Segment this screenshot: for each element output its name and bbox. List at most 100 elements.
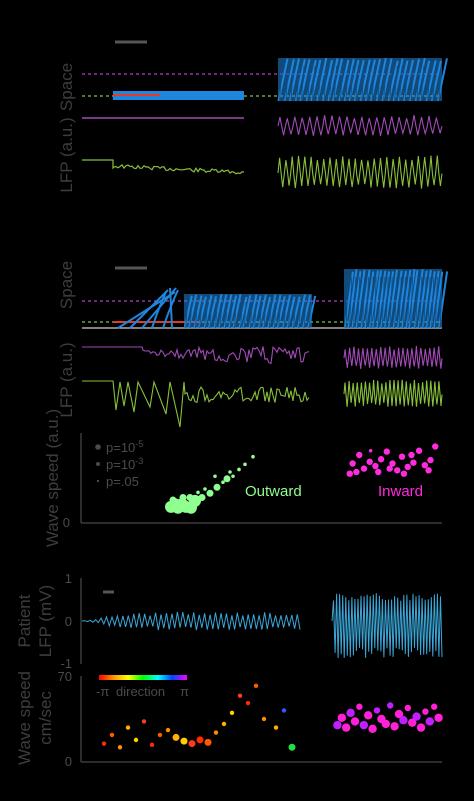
wave-front-shadow — [279, 65, 283, 102]
inward-point — [377, 456, 385, 463]
wave-front-shadow — [250, 301, 253, 329]
inward-label: Inward — [378, 483, 423, 500]
wave-front-shadow — [333, 65, 338, 102]
legend-marker-medium — [96, 462, 100, 466]
inward-point — [432, 443, 439, 450]
wave-front-shadow — [373, 276, 377, 329]
inward-point — [398, 453, 406, 460]
wave-front-shadow — [349, 276, 353, 329]
patient-pre-point — [273, 725, 279, 730]
patient-lfp-ytick-0: 0 — [65, 614, 72, 629]
wave-front-shadow — [410, 276, 414, 329]
wave-front-shadow — [283, 301, 287, 329]
wave-front-shadow — [185, 301, 188, 329]
legend-text-small: p=.05 — [106, 474, 139, 489]
patient-pre-point — [180, 737, 188, 745]
patient-lfp-panel: Patient LFP (mV) 1 0 -1 — [15, 571, 443, 671]
direction-left-label: -π — [96, 684, 109, 699]
patient-post-point — [337, 713, 346, 722]
patient-post-point — [364, 711, 373, 720]
patient-speed-ylabel-1: Wave speed — [15, 671, 34, 765]
wave-speed-ylabel-text: Wave speed (a.u.) — [43, 409, 62, 547]
inward-point — [421, 462, 428, 469]
wave-front-shadow — [399, 65, 403, 102]
space-label-1: Space — [57, 63, 76, 111]
wave-speed-ytick-zero: 0 — [63, 515, 70, 530]
patient-post-point — [394, 709, 404, 719]
wave-front-shadow — [398, 276, 402, 329]
space-label-2: Space — [57, 261, 76, 309]
wave-front-shadow — [404, 65, 408, 102]
wave-speed-ylabel: Wave speed (a.u.) — [43, 409, 62, 547]
outward-point — [243, 462, 247, 467]
patient-post-point — [399, 716, 408, 725]
wave-front-shadow — [278, 301, 281, 329]
wave-front-shadow — [415, 276, 419, 329]
wave-front-shadow — [362, 276, 366, 329]
wave-front-shadow — [268, 301, 272, 329]
legend-text-medium: p=10-3 — [106, 456, 143, 472]
inward-point — [408, 451, 415, 459]
legend-text-large: p=10-5 — [106, 439, 143, 455]
lfp-label-1: LFP (a.u.) — [57, 117, 76, 192]
patient-post-point — [390, 722, 399, 731]
inward-point — [404, 463, 411, 471]
outward-point — [169, 496, 177, 504]
wave-front-shadow — [383, 65, 387, 102]
patient-post-point — [404, 704, 411, 712]
inward-point — [427, 456, 434, 464]
inward-point — [394, 467, 401, 474]
patient-pre-point — [172, 733, 180, 741]
inward-point — [346, 470, 353, 477]
patient-post-point — [373, 707, 381, 714]
wave-front-shadow — [205, 301, 208, 329]
outward-point — [251, 454, 255, 459]
patient-pre-points — [101, 683, 296, 751]
inward-point — [389, 460, 396, 467]
wave-front-shadow — [209, 301, 213, 329]
patient-lfp-ytick-neg1: -1 — [60, 656, 72, 671]
patient-post-point — [422, 708, 429, 715]
outward-point — [189, 494, 201, 507]
patient-post-point — [333, 720, 342, 730]
inward-point — [368, 448, 373, 453]
wave-front-shadow — [240, 301, 243, 329]
wave-front-shadow — [263, 301, 267, 329]
wave-front-shadow — [259, 301, 263, 329]
wave-front-shadow — [290, 65, 294, 102]
patient-post-point — [350, 717, 360, 726]
legend-marker-large — [95, 444, 101, 450]
wave-front-shadow — [199, 301, 203, 329]
wave-front-shadow — [308, 301, 312, 329]
wave-front-shadow — [366, 65, 370, 102]
patient-pre-point — [245, 700, 251, 706]
inward-point — [356, 451, 363, 459]
patient-lfp-post — [331, 593, 443, 659]
wave-front-shadow — [431, 276, 435, 329]
patient-post-point — [368, 724, 377, 734]
patient-pre-point — [149, 742, 155, 747]
wave-front-shadow — [274, 301, 277, 329]
inward-point — [366, 458, 373, 465]
wave-front-shadow — [427, 65, 431, 102]
outward-point — [203, 487, 207, 491]
wave-front-shadow — [370, 276, 374, 329]
patient-pre-point — [204, 738, 212, 746]
wave-front-shadow — [301, 65, 305, 102]
wave-front-shadow — [423, 276, 427, 329]
wave-front-shadow — [394, 276, 398, 329]
wave-front-shadow — [288, 301, 291, 329]
direction-right-label: π — [180, 684, 189, 699]
wave-front-shadow — [389, 276, 393, 329]
patient-post-point — [359, 720, 368, 730]
patient-pre-point — [133, 737, 139, 743]
patient-speed-panel: Wave speed cm/sec 70 0 -π direction π — [15, 669, 443, 769]
patient-pre-point — [229, 710, 235, 716]
outward-points — [165, 454, 255, 514]
wave-front-shadow — [439, 276, 443, 329]
wave-front-shadow — [345, 65, 349, 102]
wave-front-shadow — [365, 276, 369, 329]
patient-post-point — [381, 719, 390, 729]
patient-pre-point — [188, 740, 196, 748]
inward-point — [375, 468, 382, 476]
